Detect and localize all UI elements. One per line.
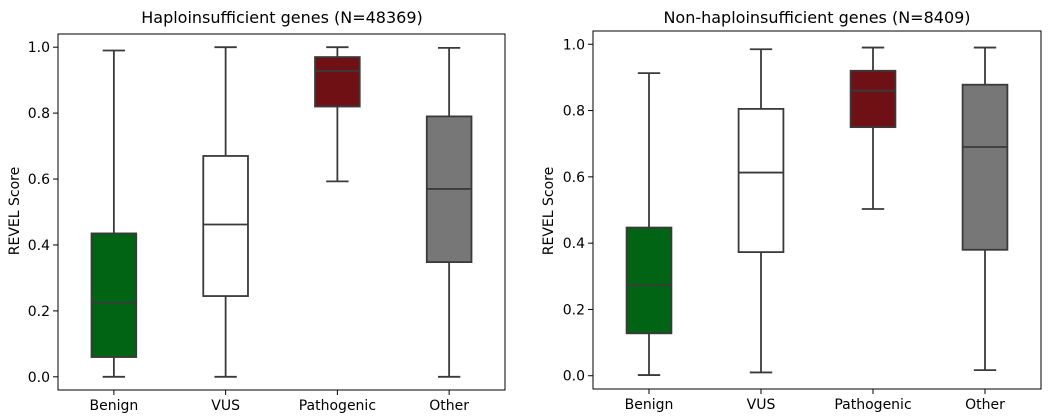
y-tick-label: 0.0	[563, 369, 585, 385]
box-benign	[90, 232, 138, 358]
x-tick-label-vus: VUS	[747, 397, 776, 413]
box-vus	[737, 107, 785, 253]
chart-panel-non-haploinsufficient: Non-haploinsufficient genes (N=8409) REV…	[541, 8, 1042, 413]
box-vus	[202, 155, 249, 297]
y-tick-label: 0.4	[563, 236, 585, 252]
y-tick-label: 0.6	[563, 170, 585, 186]
y-tick-label: 1.0	[563, 37, 585, 53]
y-tick-label: 0.4	[28, 238, 50, 254]
y-tick-label: 0.0	[28, 370, 50, 386]
x-tick-label-other: Other	[429, 398, 469, 414]
x-tick-label-vus: VUS	[211, 398, 240, 414]
y-tick-label: 1.0	[28, 40, 50, 56]
plot-area-frame	[592, 30, 1042, 390]
x-tick-label-benign: Benign	[625, 397, 674, 413]
y-tick-label: 0.2	[28, 304, 50, 320]
y-tick-label: 0.8	[28, 106, 50, 122]
box-pathogenic	[314, 56, 361, 108]
x-tick-label-pathogenic: Pathogenic	[834, 397, 911, 413]
y-axis-label: REVEL Score	[541, 167, 557, 255]
box-other	[961, 83, 1009, 251]
chart-panel-haploinsufficient: Haploinsufficient genes (N=48369) REVEL …	[7, 8, 506, 414]
y-axis-label: REVEL Score	[7, 167, 23, 255]
x-tick-label-other: Other	[965, 397, 1005, 413]
y-tick-label: 0.2	[563, 302, 585, 318]
y-tick-label: 0.8	[563, 104, 585, 120]
x-tick-label-pathogenic: Pathogenic	[299, 398, 376, 414]
chart-title: Haploinsufficient genes (N=48369)	[141, 8, 423, 27]
y-tick-label: 0.6	[28, 172, 50, 188]
x-tick-label-benign: Benign	[90, 398, 139, 414]
plot-area-frame	[57, 33, 506, 391]
box-benign	[625, 226, 673, 335]
chart-title: Non-haploinsufficient genes (N=8409)	[663, 8, 970, 27]
box-pathogenic	[849, 69, 897, 129]
